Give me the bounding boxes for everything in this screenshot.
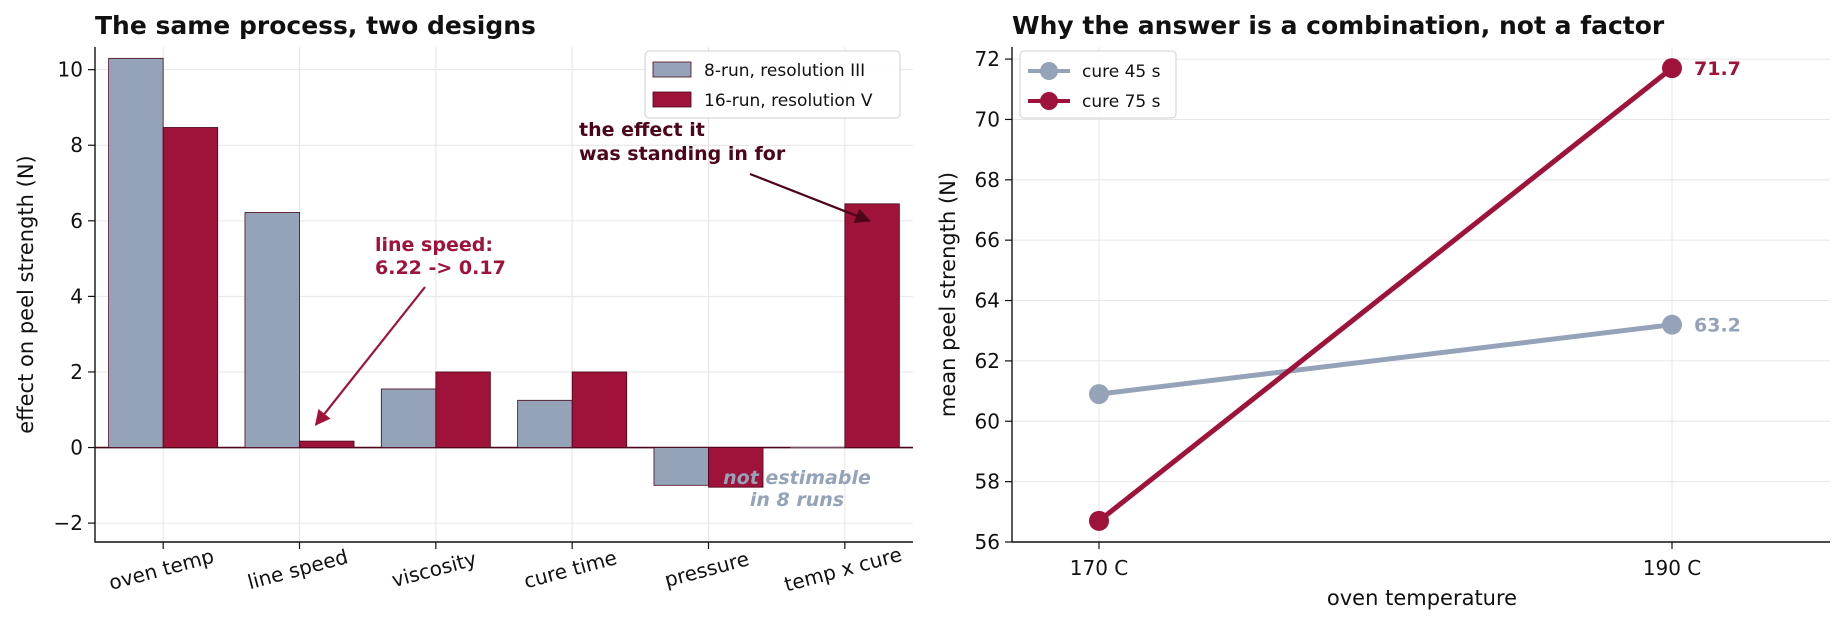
y-tick-label: 62: [975, 349, 1000, 373]
end-label-cure-45-s: 63.2: [1694, 315, 1741, 337]
y-tick-label: 56: [975, 530, 1000, 554]
legend-label-16-run: 16-run, resolution V: [704, 91, 873, 111]
bar-line-speed-8-run-resolution-iii: [244, 212, 300, 448]
annotation-line-speed: line speed: 6.22 -> 0.17: [314, 234, 506, 426]
bar-cure-time-8-run-resolution-iii: [517, 399, 573, 448]
bar-chart-y-ticks: −2 0 2 4 6 8 10: [54, 58, 95, 535]
bar-oven-temp-8-run-resolution-iii: [108, 57, 164, 448]
bar-temp-x-cure-16-run-resolution-v: [844, 203, 900, 448]
legend-label-8-run: 8-run, resolution III: [704, 61, 865, 81]
point-cure-45-s-170-c: [1089, 384, 1109, 405]
y-tick-label: 58: [975, 470, 1000, 494]
y-tick-label: 64: [975, 289, 1000, 313]
annotation-not-estimable-line2: in 8 runs: [750, 489, 844, 511]
x-tick-label-line-speed: line speed: [245, 544, 351, 594]
bar-cure-time-16-run-resolution-v: [571, 371, 628, 448]
annotation-not-estimable-line1: not estimable: [723, 467, 871, 489]
bar-chart-panel: The same process, two designs −20246810 …: [14, 11, 913, 596]
bar-pressure-16-run-resolution-v: [708, 447, 764, 488]
point-cure-75-s-170-c: [1089, 510, 1109, 531]
x-tick-label-pressure: pressure: [662, 546, 752, 592]
y-tick-label: 10: [58, 58, 83, 82]
x-tick-label-oven-temp: oven temp: [106, 544, 216, 595]
line-chart-axes: [1011, 47, 1830, 543]
line-chart-y-label: mean peel strength (N): [936, 172, 960, 417]
y-tick-label: 6: [70, 209, 83, 233]
y-tick-label: 0: [70, 436, 83, 460]
point-cure-45-s-190-c: [1662, 314, 1682, 335]
y-tick-label: 60: [975, 409, 1000, 433]
x-tick-label-170-c: 170 C: [1070, 556, 1129, 580]
y-tick-label: 72: [975, 47, 1000, 71]
bar-temp-x-cure-8-run-resolution-iii: [790, 447, 845, 449]
line-chart-x-label: oven temperature: [1327, 586, 1517, 610]
line-chart-x-ticks: 170 C 190 C: [1070, 542, 1702, 580]
y-tick-label: 68: [975, 168, 1000, 192]
annotation-interaction-line2: was standing in for: [579, 143, 786, 165]
x-tick-label-viscosity: viscosity: [389, 546, 479, 592]
line-chart-title: Why the answer is a combination, not a f…: [1012, 11, 1665, 40]
annotation-interaction-arrow: [749, 172, 871, 223]
legend-swatch-16-run: [652, 91, 692, 108]
bar-series: [108, 57, 900, 488]
end-label-cure-75-s: 71.7: [1694, 58, 1741, 80]
line-chart-y-ticks: 56 58 60 62 64 66 68 70 72: [975, 47, 1012, 554]
legend-marker-cure-45: [1040, 62, 1058, 80]
legend-label-cure-75: cure 75 s: [1082, 92, 1161, 112]
bar-chart-x-ticks: oven temp line speed viscosity cure time pre…: [106, 542, 904, 596]
legend-frame: [644, 50, 901, 119]
line-chart-grid: [1012, 47, 1830, 543]
bar-viscosity-16-run-resolution-v: [435, 371, 491, 448]
bar-oven-temp-16-run-resolution-v: [162, 127, 219, 448]
x-tick-label-cure-time: cure time: [521, 545, 619, 593]
y-tick-label: 8: [70, 133, 83, 157]
legend-marker-cure-75: [1040, 92, 1058, 110]
line-chart-panel: Why the answer is a combination, not a f…: [936, 11, 1830, 610]
point-cure-75-s-190-c: [1662, 58, 1682, 79]
bar-chart-title: The same process, two designs: [95, 11, 536, 40]
bar-chart-axes: [94, 47, 913, 543]
annotation-line-speed-line1: line speed:: [375, 234, 493, 256]
bar-chart-y-label: effect on peel strength (N): [14, 155, 38, 434]
series-cure-75-s: 71.7: [1089, 58, 1741, 531]
bar-viscosity-8-run-resolution-iii: [380, 388, 437, 448]
legend-swatch-8-run: [652, 61, 692, 78]
annotation-interaction: the effect it was standing in for: [579, 119, 871, 223]
annotation-interaction-line1: the effect it: [579, 119, 705, 141]
x-tick-label-190-c: 190 C: [1643, 556, 1702, 580]
x-tick-label-temp-x-cure: temp x cure: [782, 542, 905, 596]
line-chart-legend: cure 45 s cure 75 s: [1019, 50, 1177, 119]
line-cure-45-s: [1096, 322, 1675, 397]
y-tick-label: 4: [70, 284, 83, 308]
bar-chart-legend: 8-run, resolution III 16-run, resolution…: [644, 50, 901, 119]
series-cure-45-s: 63.2: [1089, 314, 1741, 405]
line-series: 63.2 71.7: [1089, 58, 1741, 531]
annotation-line-speed-arrow: [314, 286, 426, 426]
legend-label-cure-45: cure 45 s: [1082, 62, 1161, 82]
y-tick-label: −2: [54, 511, 83, 535]
y-tick-label: 2: [70, 360, 83, 384]
y-tick-label: 66: [975, 228, 1000, 252]
y-tick-label: 70: [975, 107, 1000, 131]
bar-pressure-8-run-resolution-iii: [653, 447, 709, 486]
annotation-not-estimable: not estimable in 8 runs: [723, 467, 871, 511]
bar-line-speed-16-run-resolution-v: [299, 440, 355, 448]
line-cure-75-s: [1096, 65, 1675, 524]
annotation-line-speed-line2: 6.22 -> 0.17: [375, 257, 506, 279]
